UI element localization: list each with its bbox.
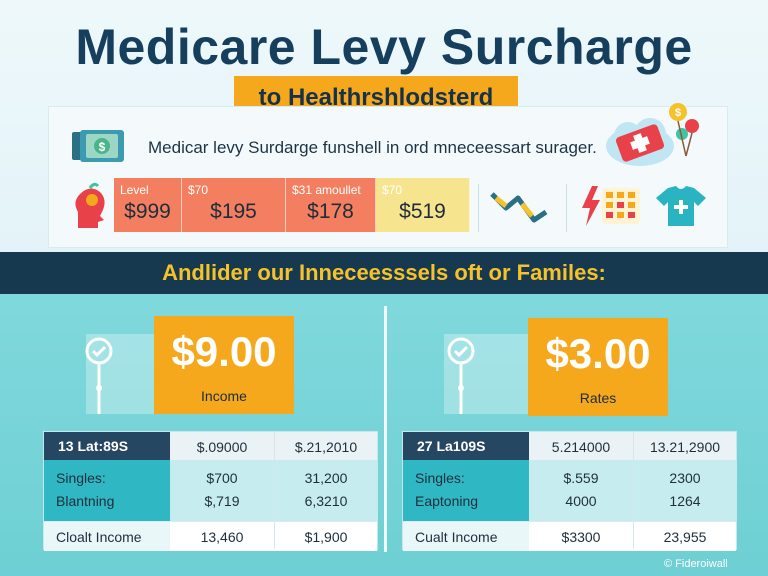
right-pane-backdrop	[444, 334, 534, 414]
table-row-label: Singles:	[56, 470, 106, 486]
level-cell: Level $999	[114, 178, 182, 232]
calendar-icon	[602, 188, 640, 224]
table-cell: $700	[206, 470, 238, 486]
level-value: $999	[124, 200, 171, 223]
table-footer: Cualt Income $3300 23,955	[403, 521, 736, 551]
right-table: 27 La109S 5.214000 13.21,2900 Singles: $…	[402, 431, 737, 551]
left-table: 13 Lat:89S $.09000 $.21,2010 Singles: $7…	[43, 431, 378, 551]
table-body: Singles: $.559 2300 Eaptoning 4000 1264	[403, 460, 736, 521]
balloon-dollar-icon: $	[669, 103, 699, 157]
table-cell: $1,900	[304, 529, 348, 545]
table-cell: $3300	[561, 529, 601, 545]
check-pin-icon	[447, 337, 475, 414]
watermark: © Fideroiwall	[664, 558, 728, 570]
table-cell: 31,200	[304, 470, 348, 486]
level-value: $519	[399, 200, 446, 223]
icon-divider	[478, 184, 479, 232]
level-cell: $70 $519	[376, 178, 470, 232]
level-cell: $31 amoullet $178	[286, 178, 376, 232]
table-cell: 2300	[669, 470, 701, 486]
rates-amount: $3.00	[545, 330, 651, 377]
level-value: $178	[307, 200, 354, 223]
table-cell: 23,955	[663, 529, 707, 545]
level-cell: $70 $195	[182, 178, 286, 232]
rates-caption: Rates	[579, 390, 617, 406]
table-header-cell: 27 La109S	[403, 432, 529, 460]
table-footer-label: Cualt Income	[415, 529, 498, 545]
level-label: $70	[382, 183, 403, 197]
column-separator	[274, 432, 275, 549]
page-title: Medicare Levy Surcharge	[75, 19, 693, 75]
description-text: Medicar levy Surdarge funshell in ord mn…	[148, 138, 597, 157]
table-label-column	[44, 522, 170, 551]
first-aid-cloud-icon	[606, 118, 674, 166]
table-row-label: Blantning	[56, 493, 115, 509]
table-label-column	[403, 460, 529, 521]
head-health-icon	[75, 182, 105, 228]
table-footer: Cloalt Income 13,460 $1,900	[44, 521, 377, 551]
lightning-icon	[582, 186, 600, 226]
table-label-column	[44, 460, 170, 521]
table-header-cell: $.21,2010	[294, 439, 358, 455]
table-label-column	[403, 522, 529, 551]
column-separator	[633, 432, 634, 549]
table-row-label: Eaptoning	[415, 493, 479, 509]
levels-bar: Level $999 $70 $195 $31 amoullet $178 $7…	[114, 178, 470, 232]
table-footer-label: Cloalt Income	[56, 529, 142, 545]
rates-highlight-card: $3.00 Rates	[528, 318, 668, 416]
check-pin-icon	[85, 337, 113, 414]
table-body: Singles: $700 31,200 Blantning $,719 6,3…	[44, 460, 377, 521]
table-row-label: Singles:	[415, 470, 465, 486]
table-header: 27 La109S 5.214000 13.21,2900	[403, 432, 736, 460]
level-value: $195	[210, 200, 257, 223]
icon-divider	[566, 184, 567, 232]
svg-text:$: $	[675, 107, 681, 119]
table-header-cell: $.09000	[196, 439, 248, 455]
table-header: 13 Lat:89S $.09000 $.21,2010	[44, 432, 377, 460]
section-banner: Andlider our Inneceesssels oft or Famile…	[0, 252, 768, 294]
income-caption: Income	[201, 388, 247, 404]
panel-divider	[384, 306, 387, 552]
table-cell: 13,460	[200, 529, 244, 545]
table-header-cell: 13.21,2900	[649, 439, 721, 455]
table-cell: 4000	[565, 493, 597, 509]
level-label: Level	[120, 183, 149, 197]
medical-shirt-icon	[656, 186, 706, 226]
income-highlight-card: $9.00 Income	[154, 316, 294, 414]
income-amount: $9.00	[171, 328, 277, 375]
svg-text:$: $	[99, 140, 106, 154]
trend-line-icon	[490, 192, 548, 223]
table-header-cell: 13 Lat:89S	[44, 432, 170, 460]
money-stack-icon: $	[72, 130, 124, 162]
table-cell: $,719	[204, 493, 240, 509]
level-label: $70	[188, 183, 209, 197]
table-cell: 6,3210	[304, 493, 348, 509]
table-cell: $.559	[563, 470, 599, 486]
level-label: $31 amoullet	[292, 183, 361, 197]
table-cell: 1264	[669, 493, 701, 509]
table-header-cell: 5.214000	[551, 439, 611, 455]
